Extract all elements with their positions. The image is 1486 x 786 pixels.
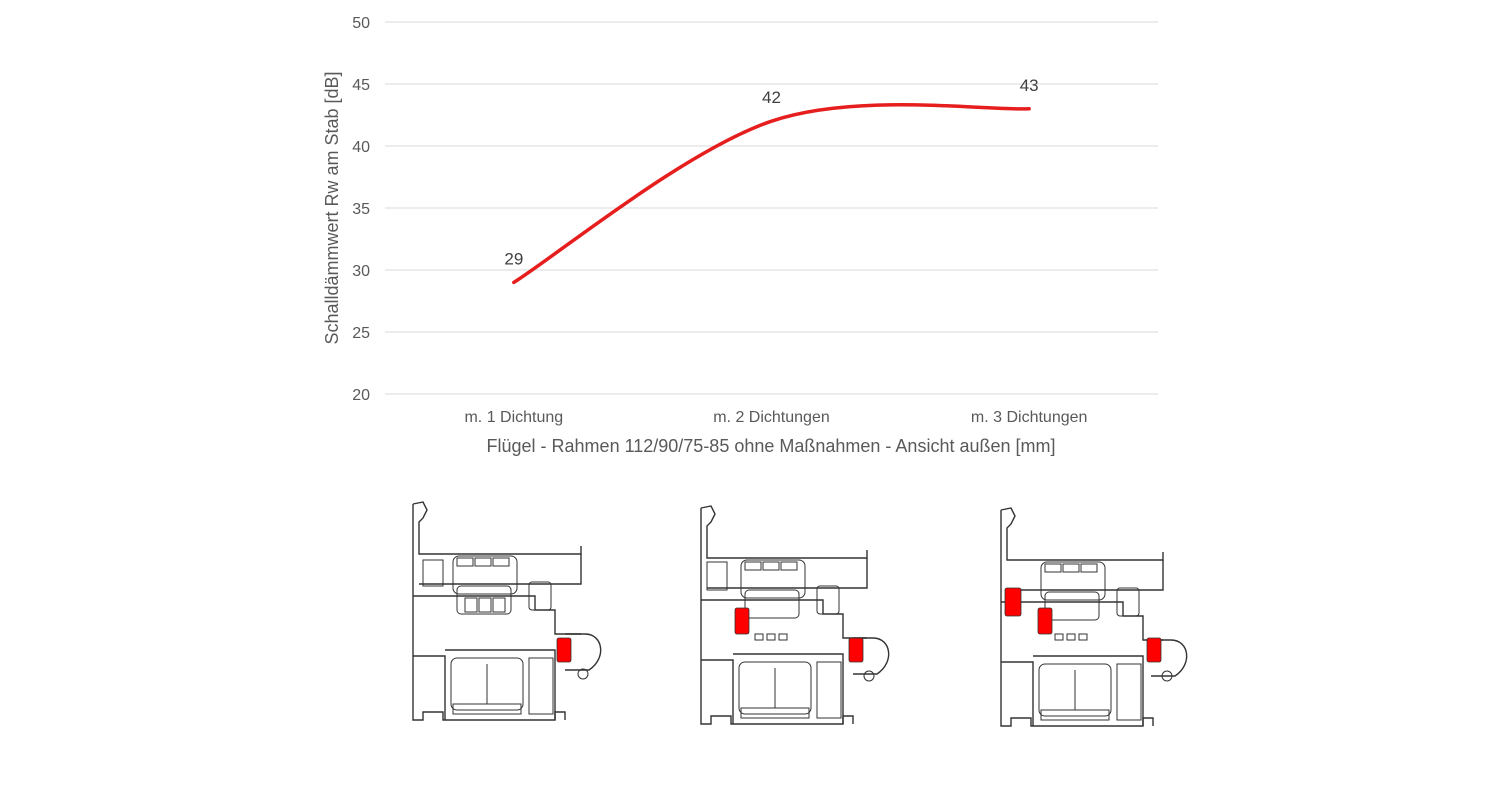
y-axis-ticks: 20 25 30 35 40 45 50	[352, 15, 370, 404]
y-tick-label: 40	[352, 139, 370, 156]
series-line	[512, 103, 1031, 285]
profile-3-seals	[993, 504, 1193, 736]
data-label: 42	[762, 88, 781, 107]
y-tick-label: 30	[352, 263, 370, 280]
grid-lines	[385, 21, 1158, 395]
x-tick-label: m. 2 Dichtungen	[713, 409, 830, 426]
profile-2-seals	[693, 502, 893, 734]
y-axis-title: Schalldämmwert Rw am Stab [dB]	[322, 71, 342, 344]
x-axis-title: Flügel - Rahmen 112/90/75-85 ohne Maßnah…	[487, 436, 1056, 456]
data-label: 43	[1020, 76, 1039, 95]
y-tick-label: 35	[352, 201, 370, 218]
x-tick-label: m. 3 Dichtungen	[971, 409, 1088, 426]
line-chart: 20 25 30 35 40 45 50 m. 1 Dichtung m. 2 Dichtun…	[322, 15, 1158, 456]
data-labels: 29 42 43	[504, 76, 1038, 269]
profile-1-seal	[405, 498, 605, 730]
x-tick-label: m. 1 Dichtung	[464, 409, 563, 426]
y-tick-label: 45	[352, 77, 370, 94]
y-tick-label: 25	[352, 325, 370, 342]
data-label: 29	[504, 249, 523, 268]
x-axis-ticks: m. 1 Dichtung m. 2 Dichtungen m. 3 Dichtun…	[464, 409, 1087, 426]
y-tick-label: 20	[352, 387, 370, 404]
y-tick-label: 50	[352, 15, 370, 32]
